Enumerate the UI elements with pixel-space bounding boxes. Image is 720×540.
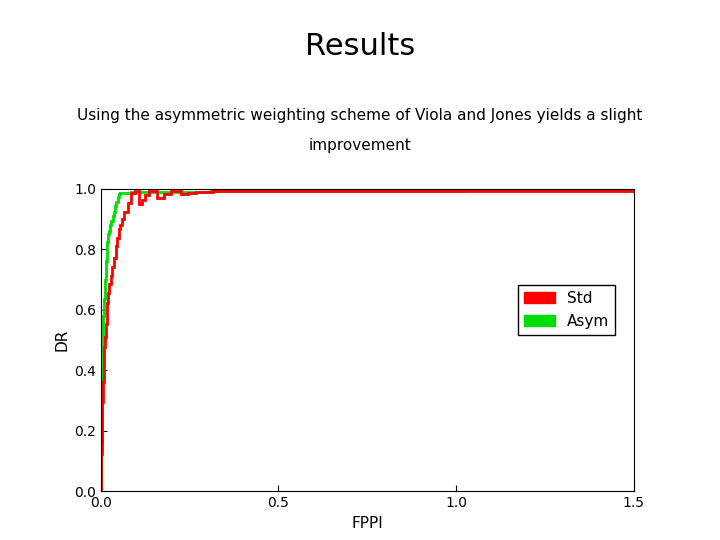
X-axis label: FPPI: FPPI <box>351 516 383 531</box>
Y-axis label: DR: DR <box>55 329 70 352</box>
Text: Using the asymmetric weighting scheme of Viola and Jones yields a slight: Using the asymmetric weighting scheme of… <box>77 108 643 123</box>
Text: Results: Results <box>305 32 415 62</box>
Text: improvement: improvement <box>309 138 411 153</box>
Legend: Std, Asym: Std, Asym <box>518 285 616 335</box>
